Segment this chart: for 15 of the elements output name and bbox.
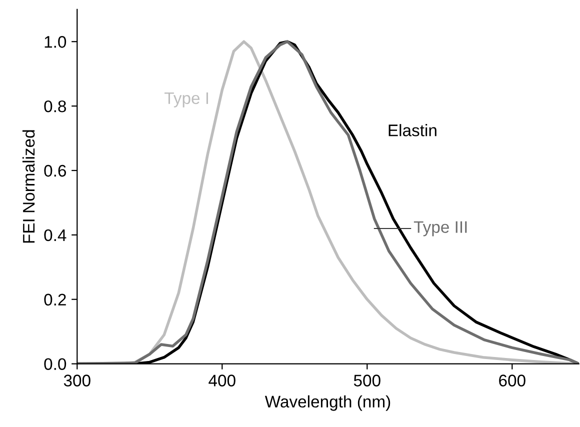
x-axis-title: Wavelength (nm) [264,395,390,411]
y-tick-label: 0.6 [44,164,66,177]
y-tick-label: 0.4 [44,229,66,242]
y-tick-label: 1.0 [44,36,66,48]
x-tick-label: 300 [64,374,90,386]
series-label: Elastin [388,124,436,136]
x-tick-label: 600 [499,374,526,386]
x-tick-label: 500 [354,374,380,386]
series-label: Type III [414,221,467,236]
y-tick-label: 0.8 [44,100,66,112]
y-tick-label: 0.2 [44,294,66,306]
y-axis-title: FEI Normalized [22,130,35,243]
series-label: Type I [164,92,208,108]
x-tick-label: 400 [208,374,236,386]
y-tick-label: 0.0 [44,358,66,370]
